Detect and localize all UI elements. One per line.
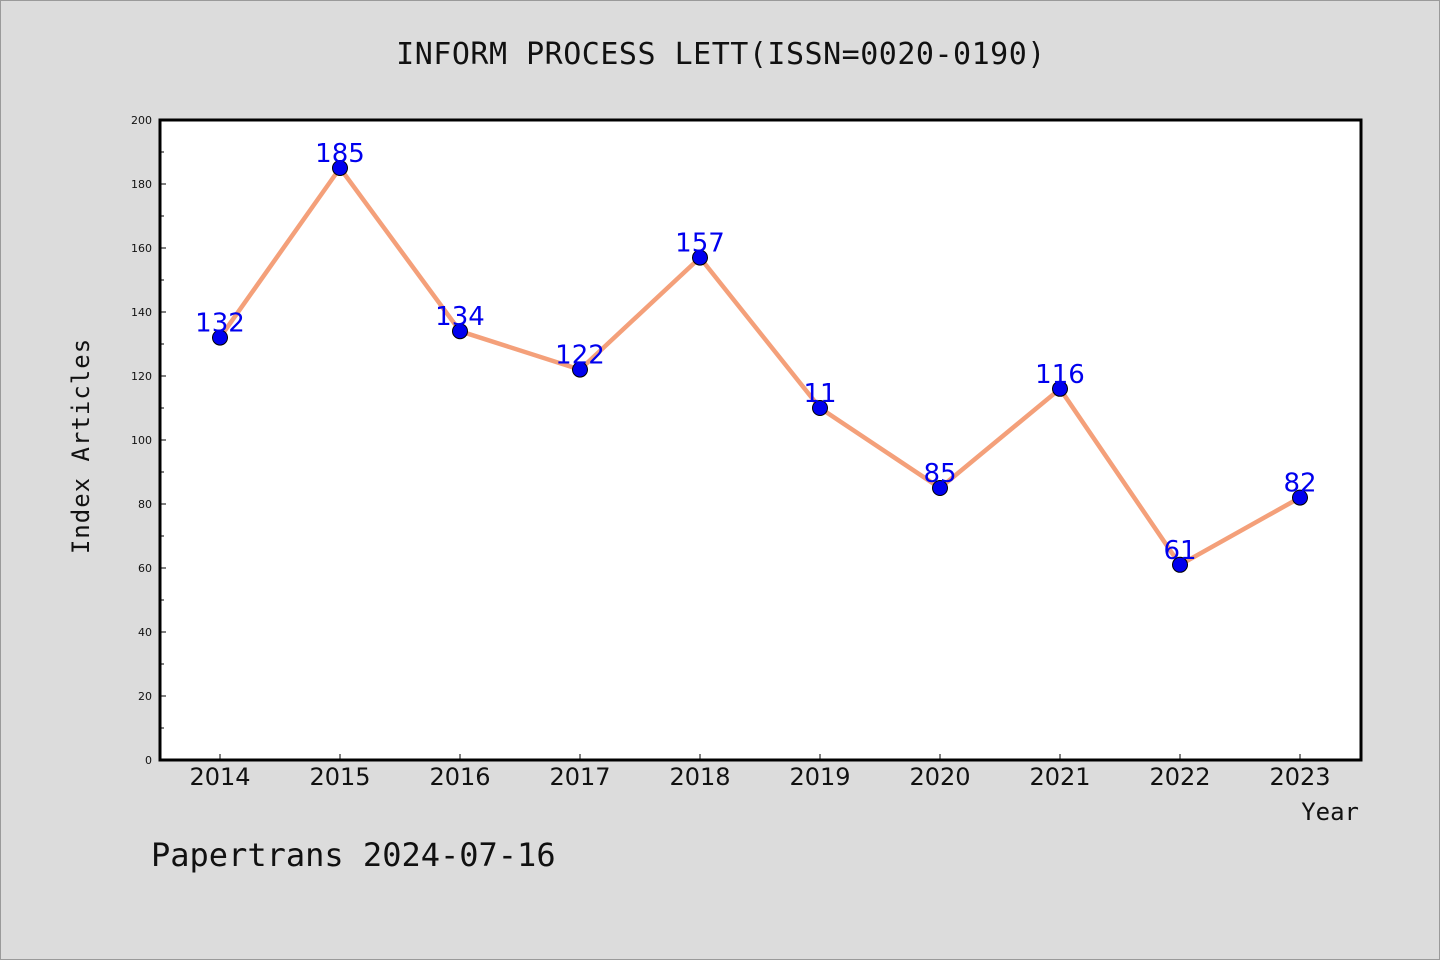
- x-tick-label: 2022: [1149, 763, 1210, 791]
- y-tick-label: 40: [138, 626, 152, 639]
- y-tick-label: 20: [138, 690, 152, 703]
- x-tick-label: 2017: [549, 763, 610, 791]
- data-point: [932, 480, 948, 496]
- data-label: 11: [803, 379, 836, 409]
- data-point: [1172, 556, 1188, 573]
- y-tick-label: 60: [138, 562, 152, 575]
- x-tick-label: 2016: [429, 763, 490, 791]
- data-point: [1292, 489, 1308, 506]
- data-point: [1052, 380, 1068, 397]
- data-label: 116: [1035, 360, 1085, 390]
- x-tick-label: 2023: [1269, 763, 1330, 791]
- x-tick-label: 2015: [309, 763, 370, 791]
- data-label: 134: [435, 302, 485, 332]
- data-label: 61: [1163, 536, 1196, 566]
- x-tick-label: 2014: [189, 763, 250, 791]
- footer-watermark: Papertrans 2024-07-16: [151, 836, 556, 874]
- data-point: [452, 323, 468, 340]
- y-tick-label: 80: [138, 498, 152, 511]
- plot-area: [158, 118, 1363, 762]
- data-label: 82: [1283, 469, 1316, 499]
- y-tick-label: 200: [131, 114, 152, 127]
- data-label: 185: [315, 139, 365, 169]
- data-point: [812, 400, 828, 416]
- chart-title: INFORM PROCESS LETT(ISSN=0020-0190): [396, 37, 1046, 72]
- x-axis-title: Year: [1301, 798, 1359, 826]
- x-tick-label: 2021: [1029, 763, 1090, 791]
- x-tick-label: 2018: [669, 763, 730, 791]
- x-tick-label: 2020: [909, 763, 970, 791]
- x-tick-label: 2019: [789, 763, 850, 791]
- data-label: 157: [675, 229, 725, 259]
- data-label: 85: [923, 459, 956, 489]
- series-line: [217, 165, 1303, 568]
- y-tick-label: 120: [131, 370, 152, 383]
- data-label: 132: [195, 309, 245, 339]
- data-label: 122: [555, 341, 605, 371]
- y-tick-label: 180: [131, 178, 152, 191]
- y-tick-label: 100: [131, 434, 152, 447]
- y-tick-label: 140: [131, 306, 152, 319]
- y-tick-label: 160: [131, 242, 152, 255]
- y-tick-label: 0: [145, 754, 152, 767]
- data-point: [332, 160, 348, 176]
- data-point: [212, 329, 228, 346]
- data-point: [692, 249, 708, 266]
- data-point: [572, 361, 588, 378]
